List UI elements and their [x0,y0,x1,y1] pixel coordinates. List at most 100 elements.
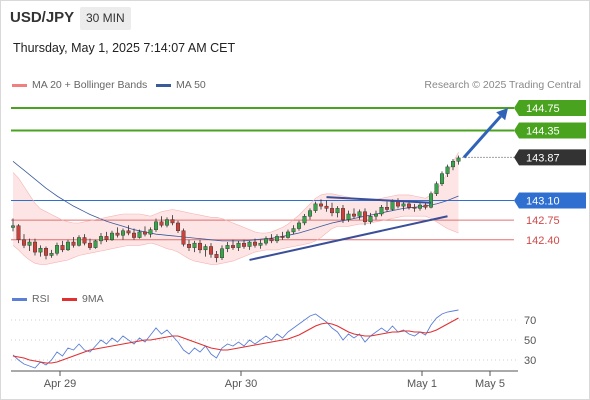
candle-body [16,225,21,240]
candle-body [363,211,368,223]
legend-bollinger-label: MA 20 + Bollinger Bands [32,79,148,91]
candle-body [197,242,202,251]
candle-body [308,210,313,217]
candle-body [407,203,412,208]
candle-body [330,208,335,214]
level-label-143.10: 143.10 [526,196,560,208]
candle-body [434,183,439,194]
current-price-tag [514,149,586,166]
candle-body [153,221,158,230]
timestamp-label: Thursday, May 1, 2025 7:14:07 AM CET [13,41,236,55]
candle-body [82,237,87,244]
candle-body [313,203,318,211]
candle-body [137,231,142,238]
rsi-series-rsi [12,309,459,369]
candle-body [423,204,428,208]
x-tick-label: May 5 [475,378,505,390]
candle-body [131,232,136,238]
forecast-arrow-shaft [462,115,502,159]
candle-body [104,236,109,240]
candle-body [115,232,120,236]
candle-body [126,230,131,234]
candle-body [175,222,180,232]
legend-rsi-label: RSI [32,293,50,305]
candle-body [38,247,43,253]
level-label-144.75: 144.75 [526,103,560,115]
candle-body [76,237,81,246]
timeframe-button[interactable]: 30 MIN [80,7,131,30]
candle-body [412,207,417,209]
ma50-line [12,160,459,242]
level-label-142.75: 142.75 [526,215,560,227]
candle-body [456,157,461,162]
candle-body [27,241,32,246]
candle-body [357,211,362,217]
candle-body [286,231,291,238]
candle-body [49,253,54,256]
bollinger-upper [12,152,459,234]
candle-body [385,207,390,210]
current-price-label: 143.87 [526,152,560,164]
candle-body [297,222,302,229]
x-tick-label: Apr 30 [225,378,257,390]
candle-body [346,213,351,220]
legend-9ma-swatch [62,297,77,301]
candle-body [241,242,246,247]
candle-body [396,201,401,207]
candle-body [352,213,357,217]
legend-rsi-swatch [12,297,27,301]
candle-body [291,228,296,233]
legend-9ma-label: 9MA [82,293,104,305]
candle-body [109,232,114,240]
legend-9ma: 9MA [62,293,104,305]
bollinger-band [13,152,459,265]
candle-body [148,229,153,235]
candle-body [55,245,60,254]
candle-body [368,216,373,223]
x-tick-label: Apr 29 [44,378,76,390]
level-tag-144.35 [514,122,586,139]
legend-ma50-swatch [156,83,171,87]
candle-body [192,242,197,248]
rsi-tick-label: 50 [524,335,536,347]
candle-body [219,248,224,258]
candle-body [335,208,340,214]
candle-body [319,203,324,207]
rsi-tick-label: 70 [524,315,536,327]
candle-body [164,219,169,226]
candle-body [159,221,164,226]
candle-body [87,242,92,248]
bollinger-lower [12,215,459,265]
candle-body [60,245,65,251]
candle-body [44,247,49,256]
candle-body [33,241,38,253]
level-label-142.40: 142.40 [526,235,560,247]
candle-body [445,166,450,174]
candle-body [451,161,456,168]
candle-body [230,245,235,248]
candle-body [401,203,406,207]
credit-label: Research © 2025 Trading Central [424,79,581,91]
candle-body [324,205,329,209]
candle-body [258,242,263,246]
legend-bollinger: MA 20 + Bollinger Bands [12,79,147,91]
candle-body [208,246,213,255]
candle-body [247,241,252,247]
legend-rsi: RSI [12,293,50,305]
symbol-title: USD/JPY [10,9,75,26]
candle-body [170,219,175,224]
candle-body [374,213,379,217]
candle-body [142,231,147,235]
trendline [249,215,448,261]
candle-body [181,230,186,245]
candle-body [93,240,98,248]
candle-body [214,254,219,258]
candle-body [269,238,274,242]
candle-body [302,216,307,224]
candle-body [429,193,434,208]
candle-body [98,236,103,242]
candle-body [390,201,395,210]
rsi-tick-label: 30 [524,355,536,367]
candle-body [22,239,27,246]
